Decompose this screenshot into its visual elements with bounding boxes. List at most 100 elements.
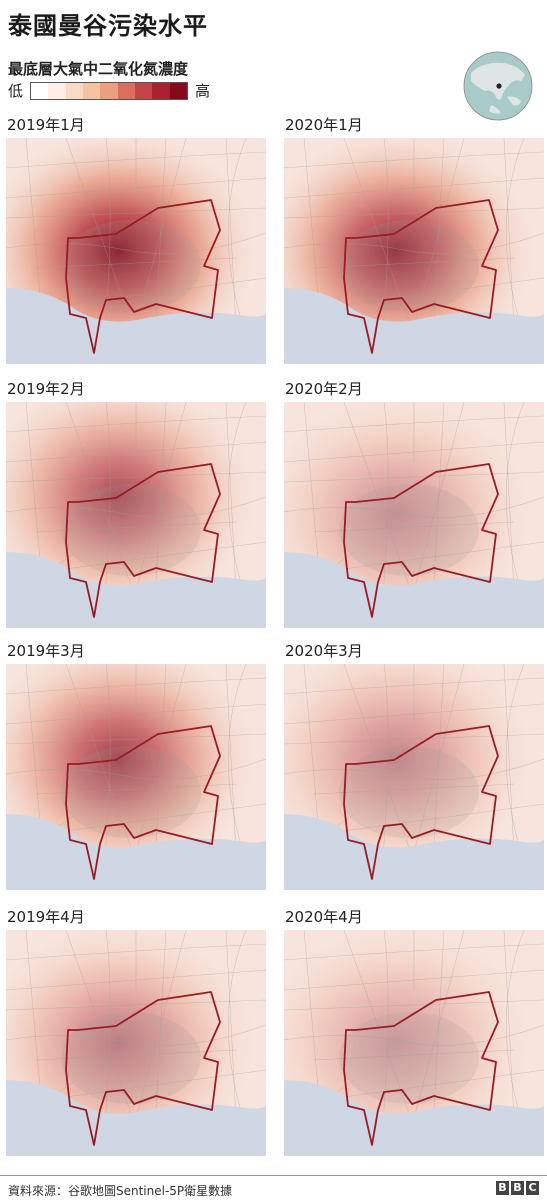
- panel-date-label: 2020年1月: [285, 116, 363, 134]
- gulf-of-thailand-sea: [6, 1080, 266, 1156]
- road-line: [6, 496, 266, 518]
- urban-area: [61, 1012, 201, 1104]
- source-credit: 資料來源：谷歌地圖Sentinel-5P衛星數據: [8, 1184, 233, 1198]
- road-line: [433, 138, 445, 319]
- gulf-of-thailand-sea: [284, 552, 544, 628]
- location-marker: [496, 83, 502, 89]
- map-panel-4: 2020年2月: [284, 380, 546, 628]
- road-line: [284, 758, 544, 780]
- bbc-logo-letter-b1: B: [496, 1181, 509, 1195]
- map-panel-3: 2019年2月: [6, 380, 268, 628]
- road-line: [6, 1024, 266, 1046]
- road-line: [35, 1049, 237, 1061]
- no2-map: [6, 138, 266, 364]
- road-line: [6, 207, 266, 219]
- no2-map: [284, 138, 544, 364]
- panel-date-label: 2019年4月: [7, 908, 85, 926]
- legend-swatch-2: [48, 83, 66, 99]
- bbc-logo-letter-b2: B: [511, 1181, 524, 1195]
- page-title: 泰國曼谷污染水平: [8, 12, 208, 40]
- bangkok-boundary: [65, 991, 221, 1146]
- panel-date-label: 2019年3月: [7, 642, 85, 660]
- road-line: [6, 232, 266, 254]
- road-line: [155, 664, 167, 845]
- road-line: [35, 257, 237, 269]
- urban-area: [61, 746, 201, 838]
- no2-map: [6, 664, 266, 890]
- locator-globe-icon: [463, 51, 533, 121]
- legend-high-label: 高: [195, 82, 211, 100]
- road-line: [6, 733, 266, 745]
- road-line: [35, 521, 237, 533]
- road-line: [284, 232, 544, 254]
- no2-map: [284, 402, 544, 628]
- gulf-of-thailand-sea: [6, 552, 266, 628]
- road-line: [6, 999, 266, 1011]
- road-line: [284, 733, 544, 745]
- road-line: [284, 471, 544, 483]
- bbc-logo-letter-c: C: [526, 1181, 539, 1195]
- bangkok-boundary: [343, 199, 499, 354]
- no2-map: [6, 402, 266, 628]
- legend-swatch-3: [65, 83, 83, 99]
- road-line: [155, 138, 167, 319]
- legend-swatch-4: [82, 83, 101, 99]
- bangkok-boundary: [65, 725, 221, 880]
- legend-swatch-8: [152, 83, 170, 99]
- road-line: [433, 930, 445, 1111]
- road-line: [6, 471, 266, 483]
- map-panel-6: 2020年3月: [284, 642, 546, 890]
- road-line: [284, 207, 544, 219]
- panel-date-label: 2020年3月: [285, 642, 363, 660]
- bbc-logo: B B C: [496, 1181, 539, 1195]
- legend-swatch-1: [31, 83, 49, 99]
- road-line: [313, 1049, 515, 1061]
- road-line: [433, 402, 445, 583]
- legend-swatch-5: [100, 83, 118, 99]
- legend-swatch-7: [134, 83, 153, 99]
- urban-area: [61, 484, 201, 576]
- panel-date-label: 2019年2月: [7, 380, 85, 398]
- road-line: [313, 257, 515, 269]
- footer: 資料來源：谷歌地圖Sentinel-5P衛星數據 B B C: [0, 1175, 547, 1200]
- no2-map: [284, 930, 544, 1156]
- gulf-of-thailand-sea: [284, 288, 544, 364]
- road-line: [313, 783, 515, 795]
- bangkok-boundary: [343, 463, 499, 618]
- map-panel-1: 2019年1月: [6, 116, 268, 364]
- map-panel-2: 2020年1月: [284, 116, 546, 364]
- map-panel-5: 2019年3月: [6, 642, 268, 890]
- legend-color-scale: [30, 82, 188, 100]
- bangkok-boundary: [65, 199, 221, 354]
- bangkok-boundary: [65, 463, 221, 618]
- urban-area: [339, 484, 479, 576]
- road-line: [155, 930, 167, 1111]
- road-line: [35, 783, 237, 795]
- bangkok-boundary: [343, 991, 499, 1146]
- no2-map: [284, 664, 544, 890]
- panel-date-label: 2020年2月: [285, 380, 363, 398]
- legend-swatch-6: [117, 83, 135, 99]
- urban-area: [339, 220, 479, 312]
- urban-area: [339, 746, 479, 838]
- road-line: [284, 1024, 544, 1046]
- gulf-of-thailand-sea: [6, 814, 266, 890]
- road-line: [433, 664, 445, 845]
- urban-area: [339, 1012, 479, 1104]
- no2-map: [6, 930, 266, 1156]
- legend-low-label: 低: [8, 82, 24, 100]
- panel-date-label: 2019年1月: [7, 116, 85, 134]
- road-line: [284, 999, 544, 1011]
- gulf-of-thailand-sea: [6, 288, 266, 364]
- road-line: [284, 496, 544, 518]
- urban-area: [61, 220, 201, 312]
- legend-title: 最底層大氣中二氧化氮濃度: [8, 60, 189, 78]
- legend-swatch-9: [169, 83, 187, 99]
- road-line: [6, 758, 266, 780]
- road-line: [313, 521, 515, 533]
- gulf-of-thailand-sea: [284, 1080, 544, 1156]
- map-panel-7: 2019年4月: [6, 908, 268, 1156]
- bangkok-boundary: [343, 725, 499, 880]
- gulf-of-thailand-sea: [284, 814, 544, 890]
- panel-date-label: 2020年4月: [285, 908, 363, 926]
